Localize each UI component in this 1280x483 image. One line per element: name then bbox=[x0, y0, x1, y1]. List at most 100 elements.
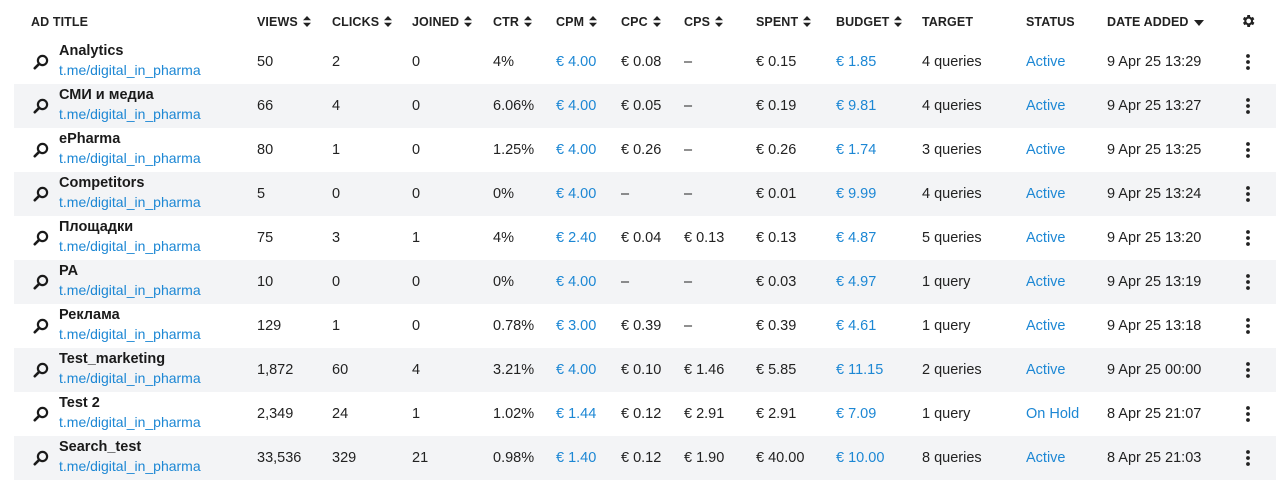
gear-icon[interactable] bbox=[1240, 13, 1256, 29]
status-link[interactable]: Active bbox=[1026, 450, 1066, 466]
table-row[interactable]: Analytics t.me/digital_in_pharma 50 2 0 … bbox=[14, 40, 1276, 84]
col-joined[interactable]: JOINED bbox=[412, 15, 473, 29]
col-cpm[interactable]: CPM bbox=[556, 15, 598, 29]
cell-ctr: 6.06% bbox=[493, 98, 535, 114]
more-vertical-icon[interactable] bbox=[1238, 52, 1258, 72]
cell-budget[interactable]: € 10.00 bbox=[836, 450, 885, 466]
status-link[interactable]: Active bbox=[1026, 318, 1066, 334]
col-ad-title[interactable]: AD TITLE bbox=[31, 15, 89, 29]
cell-budget[interactable]: € 9.99 bbox=[836, 186, 877, 202]
col-cpc[interactable]: CPC bbox=[621, 15, 661, 29]
ad-channel-link[interactable]: t.me/digital_in_pharma bbox=[59, 194, 201, 210]
cell-budget[interactable]: € 7.09 bbox=[836, 406, 877, 422]
ad-channel-link[interactable]: t.me/digital_in_pharma bbox=[59, 106, 201, 122]
col-date-added-label: DATE ADDED bbox=[1107, 15, 1189, 29]
cell-cpm[interactable]: € 4.00 bbox=[556, 362, 597, 378]
cell-clicks: 60 bbox=[332, 362, 349, 378]
cell-spent: € 0.03 bbox=[756, 274, 797, 290]
status-link[interactable]: Active bbox=[1026, 98, 1066, 114]
status-link[interactable]: Active bbox=[1026, 186, 1066, 202]
status-link[interactable]: Active bbox=[1026, 362, 1066, 378]
ad-title[interactable]: СМИ и медиа bbox=[59, 87, 154, 103]
table-header: AD TITLE VIEWS CLICKS JOINED CTR CPM CPC… bbox=[14, 0, 1276, 40]
cell-cpc: € 0.12 bbox=[621, 450, 662, 466]
status-link[interactable]: Active bbox=[1026, 274, 1066, 290]
cell-cpm[interactable]: € 1.44 bbox=[556, 406, 597, 422]
table-row[interactable]: Search_test t.me/digital_in_pharma 33,53… bbox=[14, 436, 1276, 480]
cell-date-added: 9 Apr 25 13:18 bbox=[1107, 318, 1202, 334]
ad-channel-link[interactable]: t.me/digital_in_pharma bbox=[59, 458, 201, 474]
cell-cpm[interactable]: € 1.40 bbox=[556, 450, 597, 466]
more-vertical-icon[interactable] bbox=[1238, 360, 1258, 380]
cell-budget[interactable]: € 11.15 bbox=[836, 362, 884, 378]
ad-title[interactable]: Площадки bbox=[59, 219, 134, 235]
more-vertical-icon[interactable] bbox=[1238, 316, 1258, 336]
ad-channel-link[interactable]: t.me/digital_in_pharma bbox=[59, 326, 201, 342]
ad-title[interactable]: ePharma bbox=[59, 131, 121, 147]
cell-ctr: 0% bbox=[493, 186, 514, 202]
ad-title[interactable]: Analytics bbox=[59, 43, 124, 59]
cell-budget[interactable]: € 1.74 bbox=[836, 142, 877, 158]
cell-cpm[interactable]: € 4.00 bbox=[556, 98, 597, 114]
col-views[interactable]: VIEWS bbox=[257, 15, 311, 29]
more-vertical-icon[interactable] bbox=[1238, 448, 1258, 468]
cell-cpm[interactable]: € 4.00 bbox=[556, 274, 597, 290]
ad-channel-link[interactable]: t.me/digital_in_pharma bbox=[59, 414, 201, 430]
table-row[interactable]: Test_marketing t.me/digital_in_pharma 1,… bbox=[14, 348, 1276, 392]
ad-channel-link[interactable]: t.me/digital_in_pharma bbox=[59, 238, 201, 254]
table-row[interactable]: СМИ и медиа t.me/digital_in_pharma 66 4 … bbox=[14, 84, 1276, 128]
more-vertical-icon[interactable] bbox=[1238, 272, 1258, 292]
cell-date-added: 9 Apr 25 13:25 bbox=[1107, 142, 1202, 158]
search-icon bbox=[33, 406, 49, 422]
more-vertical-icon[interactable] bbox=[1238, 228, 1258, 248]
status-link[interactable]: On Hold bbox=[1026, 406, 1080, 422]
cell-clicks: 1 bbox=[332, 142, 341, 158]
cell-cpm[interactable]: € 3.00 bbox=[556, 318, 597, 334]
cell-cpm[interactable]: € 4.00 bbox=[556, 142, 597, 158]
ad-title[interactable]: Test 2 bbox=[59, 395, 100, 411]
more-vertical-icon[interactable] bbox=[1238, 140, 1258, 160]
status-link[interactable]: Active bbox=[1026, 54, 1066, 70]
table-row[interactable]: PA t.me/digital_in_pharma 10 0 0 0% € 4.… bbox=[14, 260, 1276, 304]
cell-budget[interactable]: € 4.61 bbox=[836, 318, 877, 334]
table-row[interactable]: Test 2 t.me/digital_in_pharma 2,349 24 1… bbox=[14, 392, 1276, 436]
status-link[interactable]: Active bbox=[1026, 142, 1066, 158]
cell-budget[interactable]: € 1.85 bbox=[836, 54, 877, 70]
ad-title[interactable]: PA bbox=[59, 263, 79, 279]
cell-cpm[interactable]: € 4.00 bbox=[556, 186, 597, 202]
ad-title[interactable]: Competitors bbox=[59, 175, 145, 191]
status-link[interactable]: Active bbox=[1026, 230, 1066, 246]
cell-cpm[interactable]: € 4.00 bbox=[556, 54, 597, 70]
ad-channel-link[interactable]: t.me/digital_in_pharma bbox=[59, 282, 201, 298]
ad-channel-link[interactable]: t.me/digital_in_pharma bbox=[59, 62, 201, 78]
col-clicks-label: CLICKS bbox=[332, 15, 380, 29]
col-budget[interactable]: BUDGET bbox=[836, 15, 903, 29]
table-row[interactable]: Площадки t.me/digital_in_pharma 75 3 1 4… bbox=[14, 216, 1276, 260]
col-clicks[interactable]: CLICKS bbox=[332, 15, 393, 29]
cell-budget[interactable]: € 4.87 bbox=[836, 230, 877, 246]
sort-arrows-icon bbox=[524, 16, 532, 27]
ad-title[interactable]: Реклама bbox=[59, 307, 120, 323]
cell-joined: 0 bbox=[412, 142, 421, 158]
more-vertical-icon[interactable] bbox=[1238, 96, 1258, 116]
search-icon bbox=[33, 318, 49, 334]
cell-cpm[interactable]: € 2.40 bbox=[556, 230, 597, 246]
more-vertical-icon[interactable] bbox=[1238, 184, 1258, 204]
table-row[interactable]: ePharma t.me/digital_in_pharma 80 1 0 1.… bbox=[14, 128, 1276, 172]
table-row[interactable]: Competitors t.me/digital_in_pharma 5 0 0… bbox=[14, 172, 1276, 216]
more-vertical-icon[interactable] bbox=[1238, 404, 1258, 424]
cell-date-added: 9 Apr 25 13:27 bbox=[1107, 98, 1202, 114]
table-row[interactable]: Реклама t.me/digital_in_pharma 129 1 0 0… bbox=[14, 304, 1276, 348]
ad-channel-link[interactable]: t.me/digital_in_pharma bbox=[59, 370, 201, 386]
cell-budget[interactable]: € 9.81 bbox=[836, 98, 877, 114]
col-date-added[interactable]: DATE ADDED bbox=[1107, 15, 1204, 29]
cell-target: 4 queries bbox=[922, 54, 982, 70]
cell-budget[interactable]: € 4.97 bbox=[836, 274, 877, 290]
sort-arrows-icon bbox=[302, 16, 311, 27]
col-cps[interactable]: CPS bbox=[684, 15, 724, 29]
ad-title[interactable]: Search_test bbox=[59, 439, 142, 455]
col-ctr[interactable]: CTR bbox=[493, 15, 532, 29]
ad-title[interactable]: Test_marketing bbox=[59, 351, 166, 367]
ad-channel-link[interactable]: t.me/digital_in_pharma bbox=[59, 150, 201, 166]
col-spent[interactable]: SPENT bbox=[756, 15, 812, 29]
